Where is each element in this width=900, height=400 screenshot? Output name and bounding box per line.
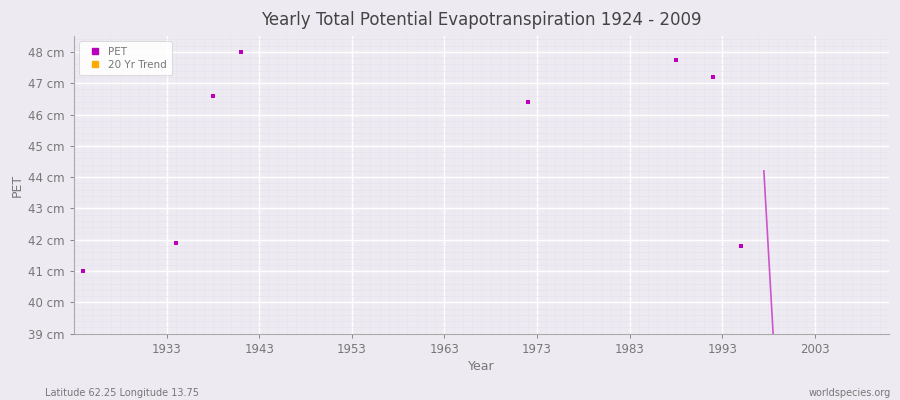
Point	[233, 49, 248, 55]
Point	[734, 243, 748, 249]
Legend: PET, 20 Yr Trend: PET, 20 Yr Trend	[79, 42, 172, 75]
Point	[205, 92, 220, 99]
Title: Yearly Total Potential Evapotranspiration 1924 - 2009: Yearly Total Potential Evapotranspiratio…	[261, 11, 702, 29]
Text: worldspecies.org: worldspecies.org	[809, 388, 891, 398]
Point	[669, 56, 683, 63]
X-axis label: Year: Year	[468, 360, 495, 373]
Point	[706, 74, 720, 80]
Point	[76, 268, 90, 274]
Point	[168, 240, 183, 246]
Text: Latitude 62.25 Longitude 13.75: Latitude 62.25 Longitude 13.75	[45, 388, 199, 398]
Y-axis label: PET: PET	[11, 173, 24, 196]
Point	[520, 99, 535, 105]
